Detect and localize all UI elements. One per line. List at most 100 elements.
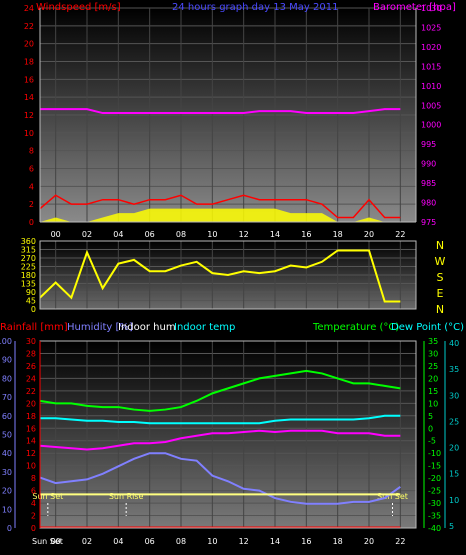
gust-area xyxy=(40,208,401,222)
barometer-tick-label: 980 xyxy=(421,199,436,208)
temperature-time-tick-label: 02 xyxy=(82,537,92,546)
wind-time-tick-label: 12 xyxy=(239,230,249,239)
temperature-plot-area xyxy=(40,341,416,528)
compass-label: E xyxy=(437,287,444,300)
direction-series-layer xyxy=(40,249,401,303)
barometer-line xyxy=(40,108,401,115)
compass-label: S xyxy=(437,271,444,284)
temperature-tick-label: -15 xyxy=(428,462,441,471)
temperature-tick-label: 35 xyxy=(428,337,438,346)
windspeed-tick-label: 6 xyxy=(29,165,34,174)
dew-point-tick-label: 20 xyxy=(449,444,459,453)
temperature-series-layer xyxy=(40,369,401,528)
rainfall-tick-label: 12 xyxy=(26,449,36,458)
rainfall-tick-label: 4 xyxy=(31,499,36,508)
temperature-time-tick-label: 12 xyxy=(239,537,249,546)
humidity-tick-label: 30 xyxy=(2,468,12,477)
wind-time-tick-label: 20 xyxy=(364,230,374,239)
indoor-hum-label: Indoor hum xyxy=(118,322,176,333)
humidity-tick-label: 70 xyxy=(2,393,12,402)
barometer-tick-label: 1015 xyxy=(421,62,441,71)
direction-tick-label: 45 xyxy=(26,297,36,306)
temperature-label: Temperature (°C) xyxy=(312,322,399,333)
temperature-time-tick-label: 10 xyxy=(207,537,217,546)
barometer-tick-label: 1030 xyxy=(421,4,441,13)
dew-point-tick-label: 25 xyxy=(449,417,459,426)
wind-time-tick-label: 22 xyxy=(395,230,405,239)
rainfall-tick-label: 22 xyxy=(26,387,36,396)
temperature-time-tick-label: 20 xyxy=(364,537,374,546)
rainfall-tick-label: 10 xyxy=(26,462,36,471)
barometer-axis-label: Barometer [hpa] xyxy=(373,2,456,13)
barometer-tick-label: 1010 xyxy=(421,82,441,91)
humidity-ticks: 1009080706050403020100 xyxy=(0,337,12,533)
windspeed-tick-label: 16 xyxy=(24,75,34,84)
sun-event-label: Sun Set xyxy=(32,492,63,501)
dew-point-label: Dew Point (°C) xyxy=(391,322,464,333)
temperature-tick-label: -5 xyxy=(428,437,436,446)
indoor-temp-line xyxy=(40,414,401,425)
rainfall-label: Rainfall [mm] xyxy=(0,322,68,333)
humidity-tick-label: 80 xyxy=(2,374,12,383)
rainfall-tick-label: 6 xyxy=(31,487,36,496)
compass-label: N xyxy=(436,303,444,316)
temperature-tick-label: -35 xyxy=(428,512,441,521)
rainfall-tick-label: 30 xyxy=(26,337,36,346)
barometer-tick-label: 995 xyxy=(421,140,436,149)
humidity-label: Humidity [%] xyxy=(67,322,133,333)
wind-time-tick-label: 14 xyxy=(270,230,280,239)
humidity-tick-label: 60 xyxy=(2,412,12,421)
rainfall-tick-label: 18 xyxy=(26,412,36,421)
wind-time-ticks: 00 02 04 06 08 10 12 14 16 18 20 22 xyxy=(51,230,406,239)
direction-tick-label: 135 xyxy=(21,280,36,289)
dew-point-tick-label: 40 xyxy=(449,339,459,348)
temperature-tick-label: 20 xyxy=(428,374,438,383)
temperature-tick-label: 10 xyxy=(428,399,438,408)
sun-events: Sun Set Sun Rise Sun Set xyxy=(32,492,408,516)
temperature-line xyxy=(40,369,401,412)
temperature-time-tick-label: 18 xyxy=(333,537,343,546)
temperature-time-tick-label: 08 xyxy=(176,537,186,546)
wind-time-tick-label: 10 xyxy=(207,230,217,239)
rainfall-tick-label: 24 xyxy=(26,374,36,383)
humidity-tick-label: 0 xyxy=(7,524,12,533)
windspeed-tick-label: 2 xyxy=(29,200,34,209)
dew-point-ticks: 40 35 30 25 20 15 10 5 xyxy=(449,339,459,531)
windspeed-tick-label: 8 xyxy=(29,147,34,156)
sun-event-label: Sun Set xyxy=(377,492,408,501)
humidity-tick-label: 20 xyxy=(2,487,12,496)
temperature-tick-label: -40 xyxy=(428,524,441,533)
barometer-tick-label: 975 xyxy=(421,218,436,227)
dew-point-tick-label: 10 xyxy=(449,496,459,505)
temperature-tick-label: -10 xyxy=(428,449,441,458)
chart-title: 24 hours graph day 13 May 2011 xyxy=(172,2,338,13)
rainfall-tick-label: 26 xyxy=(26,362,36,371)
temperature-tick-label: -30 xyxy=(428,499,441,508)
humidity-tick-label: 90 xyxy=(2,356,12,365)
temperature-tick-label: -25 xyxy=(428,487,441,496)
windspeed-axis-label: Windspeed [m/s] xyxy=(36,2,121,13)
humidity-tick-label: 40 xyxy=(2,449,12,458)
dew-point-tick-label: 15 xyxy=(449,470,459,479)
wind-time-tick-label: 18 xyxy=(333,230,343,239)
windspeed-tick-label: 20 xyxy=(24,40,34,49)
temperature-time-tick-label: 00 xyxy=(51,537,61,546)
rainfall-tick-label: 20 xyxy=(26,399,36,408)
temperature-time-tick-label: 14 xyxy=(270,537,280,546)
wind-direction-line xyxy=(40,249,401,303)
temperature-tick-label: 5 xyxy=(428,412,433,421)
wind-grid xyxy=(40,7,416,223)
dew-point-tick-label: 5 xyxy=(449,522,454,531)
wind-series-layer xyxy=(40,108,401,222)
direction-frame xyxy=(39,240,417,310)
temperature-tick-label: -20 xyxy=(428,474,441,483)
temperature-tick-label: 15 xyxy=(428,387,438,396)
temperature-tick-label: 25 xyxy=(428,362,438,371)
direction-tick-label: 315 xyxy=(21,246,36,255)
barometer-tick-label: 1000 xyxy=(421,121,441,130)
